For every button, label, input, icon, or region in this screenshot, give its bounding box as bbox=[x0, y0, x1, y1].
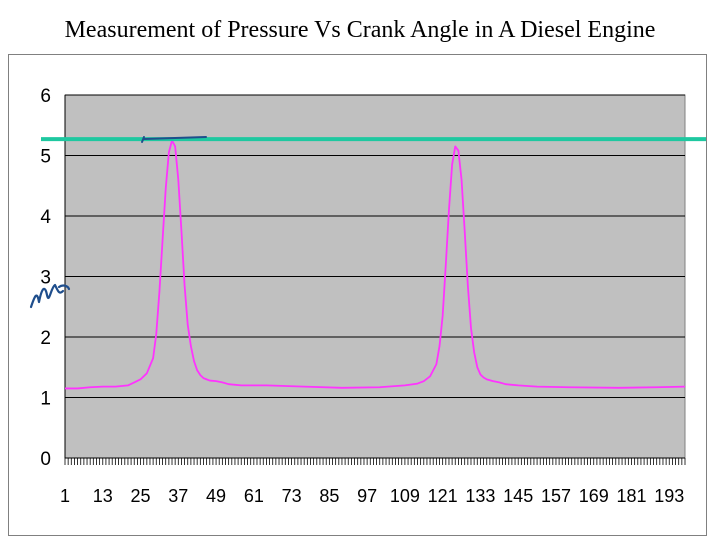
x-tick-label: 133 bbox=[465, 486, 495, 506]
y-tick-label: 6 bbox=[40, 86, 51, 107]
handwritten-scribble bbox=[29, 283, 71, 309]
y-tick-label: 0 bbox=[40, 449, 51, 470]
x-tick-label: 109 bbox=[390, 486, 420, 506]
x-tick-label: 181 bbox=[616, 486, 646, 506]
x-tick-label: 1 bbox=[60, 486, 70, 506]
x-tick-label: 73 bbox=[282, 486, 302, 506]
y-tick-label: 3 bbox=[40, 268, 51, 289]
y-tick-label: 2 bbox=[40, 328, 51, 349]
x-tick-label: 157 bbox=[541, 486, 571, 506]
chart-area: 0 1 2 3 4 5 6 1 13 25 37 49 61 73 85 97 109 121 133 145 157 1… bbox=[8, 54, 707, 536]
x-tick-label: 61 bbox=[244, 486, 264, 506]
x-tick-label: 49 bbox=[206, 486, 226, 506]
x-tick-label: 13 bbox=[93, 486, 113, 506]
x-tick-label: 169 bbox=[579, 486, 609, 506]
x-tick-label: 85 bbox=[319, 486, 339, 506]
series-line-1 bbox=[65, 139, 686, 390]
x-tick-label: 193 bbox=[654, 486, 684, 506]
x-tick-label: 37 bbox=[168, 486, 188, 506]
x-tick-label: 121 bbox=[428, 486, 458, 506]
page-title: Measurement of Pressure Vs Crank Angle i… bbox=[64, 17, 656, 43]
x-axis-minor-ticks bbox=[64, 458, 686, 465]
handwritten-stroke bbox=[141, 136, 207, 143]
y-tick-label: 5 bbox=[40, 147, 51, 168]
y-tick-label: 1 bbox=[40, 389, 51, 410]
y-tick-label: 4 bbox=[40, 207, 51, 228]
x-tick-label: 97 bbox=[357, 486, 377, 506]
x-tick-label: 145 bbox=[503, 486, 533, 506]
x-tick-label: 25 bbox=[131, 486, 151, 506]
